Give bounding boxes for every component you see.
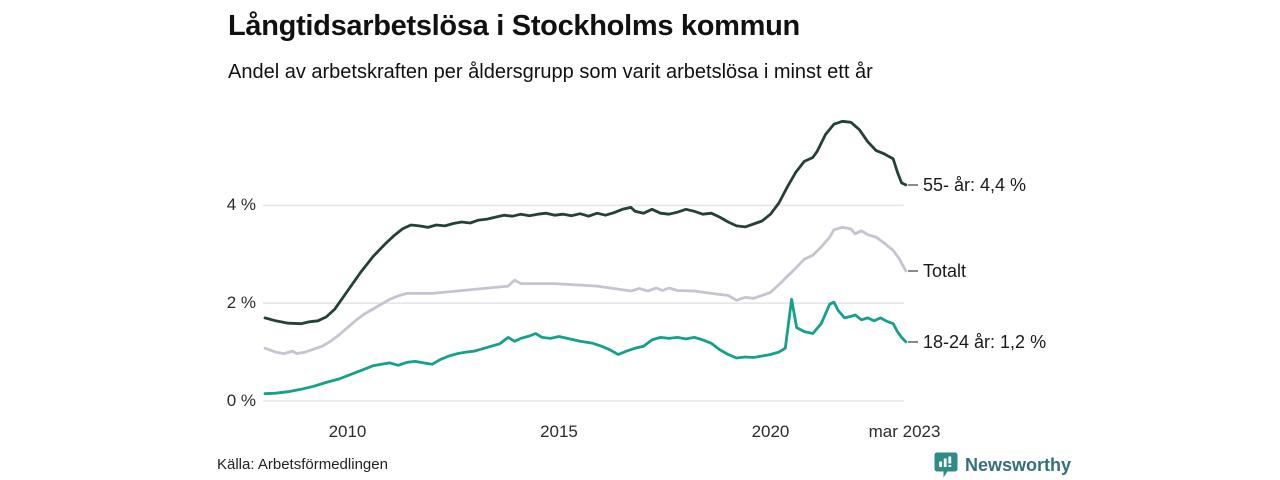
x-axis-tick-2020: 2020 — [751, 422, 790, 441]
label-leader-dash — [908, 340, 918, 343]
x-axis-tick-2010: 2010 — [328, 422, 367, 441]
series-label-text: 18-24 år: 1,2 % — [923, 331, 1047, 352]
series-label-totalt: Totalt — [908, 259, 966, 283]
label-leader-dash — [908, 183, 918, 186]
y-axis-tick-4: 4 % — [226, 195, 256, 215]
series-label-text: 55- år: 4,4 % — [923, 174, 1027, 195]
page-title: Långtidsarbetslösa i Stockholms kommun — [228, 10, 800, 42]
series-label-55-plus: 55- år: 4,4 % — [908, 173, 1026, 197]
newsworthy-brand: Newsworthy — [934, 452, 1071, 479]
chart-subtitle: Andel av arbetskraften per åldersgrupp s… — [228, 61, 873, 83]
newsworthy-brand-text: Newsworthy — [965, 455, 1072, 475]
x-axis-tick-2015: 2015 — [540, 422, 578, 441]
series-label-text: Totalt — [923, 260, 967, 281]
y-axis-tick-2: 2 % — [226, 293, 256, 313]
series-label-18-24: 18-24 år: 1,2 % — [908, 330, 1046, 354]
source-note: Källa: Arbetsförmedlingen — [217, 456, 388, 473]
label-leader-dash — [908, 269, 918, 272]
newsworthy-logo-icon — [934, 452, 958, 478]
x-axis-tick-mar-2023: mar 2023 — [868, 422, 941, 441]
y-axis-tick-0: 0 % — [226, 391, 256, 410]
